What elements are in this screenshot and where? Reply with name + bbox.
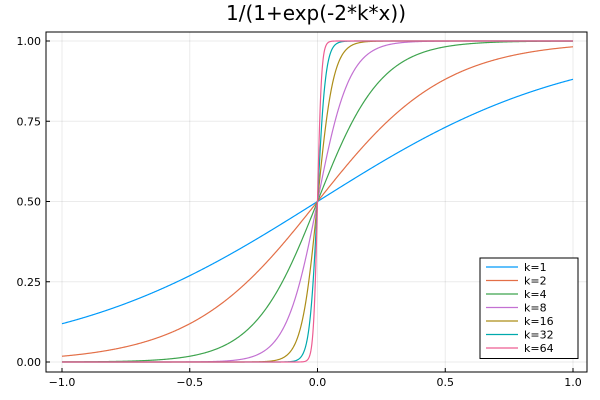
x-tick-label: 1.0 xyxy=(564,376,582,389)
series-lines xyxy=(61,40,574,363)
legend-label: k=8 xyxy=(524,302,547,315)
x-tick-label: −1.0 xyxy=(49,376,76,389)
y-tick-label: 0.75 xyxy=(17,115,42,128)
y-tick-label: 1.00 xyxy=(17,35,42,48)
chart-title: 1/(1+exp(-2*k*x)) xyxy=(226,1,406,25)
y-tick-label: 0.00 xyxy=(17,356,42,369)
legend-label: k=64 xyxy=(524,342,554,355)
series-line-k=64 xyxy=(62,40,573,363)
y-tick-label: 0.25 xyxy=(17,276,42,289)
y-tick-label: 0.50 xyxy=(17,196,42,209)
legend-label: k=2 xyxy=(524,275,547,288)
legend-box xyxy=(479,257,579,359)
legend-label: k=1 xyxy=(524,261,547,274)
x-tick-label: −0.5 xyxy=(176,376,203,389)
legend-label: k=16 xyxy=(524,315,554,328)
legend-label: k=4 xyxy=(524,288,547,301)
legend-label: k=32 xyxy=(524,329,554,342)
x-tick-label: 0.0 xyxy=(309,376,327,389)
x-tick-label: 0.5 xyxy=(437,376,455,389)
axis-ticks: −1.0 −0.5 0.0 0.5 1.0 0.00 0.25 0.50 0.75 1.00 xyxy=(17,35,582,389)
legend: k=1k=2k=4k=8k=16k=32k=64 xyxy=(479,257,579,359)
